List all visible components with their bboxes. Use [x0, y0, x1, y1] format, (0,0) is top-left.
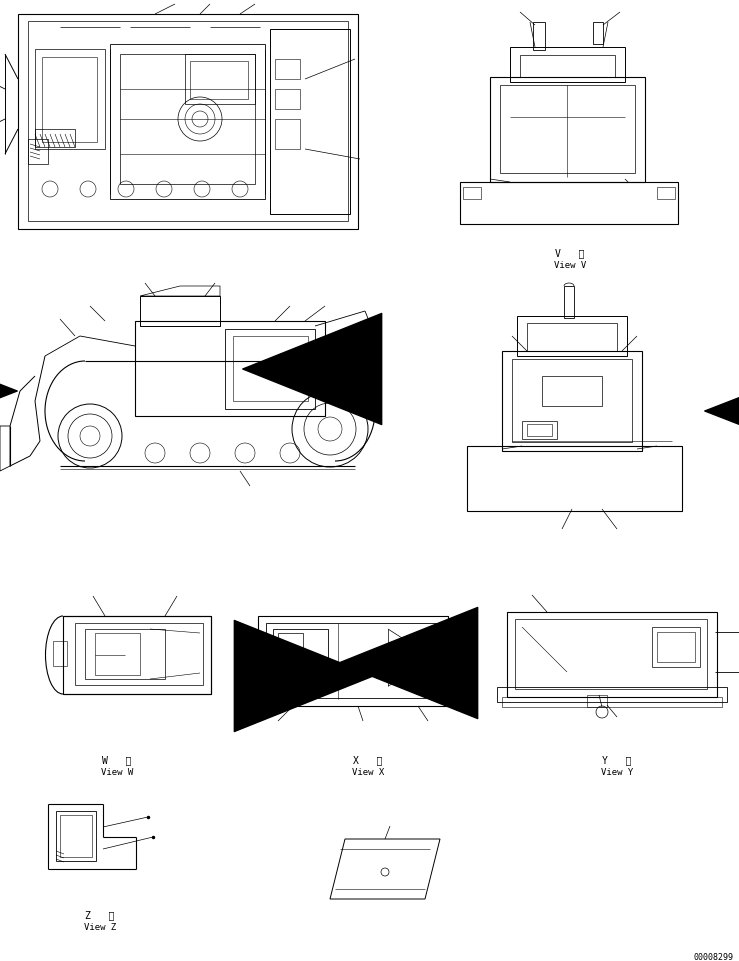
- Bar: [564, 286, 574, 319]
- Bar: [18, 15, 358, 230]
- Bar: [527, 324, 617, 352]
- Bar: [258, 616, 448, 706]
- Bar: [278, 633, 303, 658]
- Bar: [270, 30, 350, 214]
- Text: W: W: [734, 402, 739, 421]
- Bar: [510, 48, 625, 83]
- Bar: [542, 377, 602, 407]
- Bar: [275, 90, 300, 110]
- Polygon shape: [0, 427, 10, 472]
- Bar: [275, 120, 300, 150]
- Bar: [190, 62, 248, 100]
- Bar: [275, 60, 300, 80]
- Bar: [533, 23, 545, 51]
- Bar: [512, 359, 632, 442]
- Bar: [652, 628, 700, 667]
- Bar: [527, 425, 552, 436]
- Bar: [593, 23, 603, 45]
- Bar: [502, 698, 722, 707]
- Bar: [507, 612, 717, 698]
- Text: V   視: V 視: [555, 248, 585, 258]
- Bar: [225, 330, 315, 409]
- Bar: [233, 336, 308, 402]
- Bar: [460, 183, 678, 225]
- Bar: [35, 50, 105, 150]
- Text: W   視: W 視: [102, 754, 132, 764]
- Bar: [35, 130, 75, 148]
- Bar: [266, 624, 439, 699]
- Text: .: .: [236, 651, 241, 668]
- Bar: [42, 58, 97, 143]
- Bar: [28, 140, 48, 165]
- Text: View Y: View Y: [601, 767, 633, 776]
- Bar: [497, 687, 727, 702]
- Text: Z   視: Z 視: [85, 909, 115, 919]
- Bar: [135, 322, 325, 416]
- Text: View W: View W: [101, 767, 133, 776]
- Text: View Z: View Z: [84, 922, 116, 931]
- Bar: [273, 629, 328, 691]
- Bar: [63, 616, 211, 694]
- Text: View X: View X: [352, 767, 384, 776]
- Text: Y   視: Y 視: [602, 754, 632, 764]
- Bar: [520, 56, 615, 78]
- Bar: [587, 695, 607, 707]
- Bar: [515, 619, 707, 689]
- Bar: [85, 629, 165, 679]
- Bar: [185, 55, 255, 105]
- Bar: [60, 815, 92, 857]
- Bar: [490, 78, 645, 183]
- Text: X   視: X 視: [353, 754, 383, 764]
- Bar: [140, 297, 220, 327]
- Bar: [463, 187, 481, 200]
- Bar: [278, 663, 303, 685]
- Text: 00008299: 00008299: [693, 952, 733, 961]
- Bar: [502, 352, 642, 452]
- Bar: [110, 45, 265, 200]
- Text: View V: View V: [554, 260, 586, 270]
- Bar: [467, 447, 682, 511]
- Bar: [56, 811, 96, 861]
- Bar: [75, 624, 203, 685]
- Bar: [522, 422, 557, 439]
- Bar: [517, 317, 627, 357]
- Bar: [28, 22, 348, 222]
- Bar: [657, 187, 675, 200]
- Bar: [500, 86, 635, 174]
- Bar: [95, 633, 140, 676]
- Bar: [120, 55, 255, 185]
- Bar: [53, 641, 67, 666]
- Bar: [657, 632, 695, 662]
